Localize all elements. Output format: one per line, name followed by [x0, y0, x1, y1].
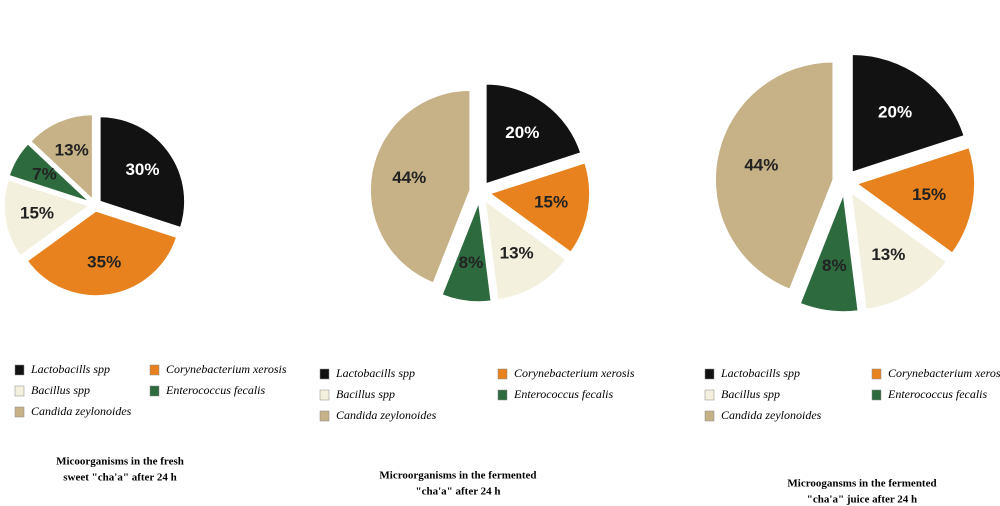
chart-caption: "cha'a" after 24 h	[415, 486, 500, 498]
pie-slice	[855, 146, 976, 255]
pie-slice	[485, 83, 582, 185]
chart-caption: Microorganisms in the fermented	[379, 470, 536, 482]
legend-swatch	[497, 389, 508, 401]
legend-label: Enterococcus fecalis	[165, 383, 266, 397]
pie-slice	[29, 113, 94, 202]
chart-caption: Micoorganisms in the fresh	[56, 456, 184, 468]
legend-swatch	[497, 368, 508, 380]
legend-label: Lactobacills spp	[720, 366, 800, 380]
legend-label: Bacillus spp	[31, 383, 90, 397]
pie-slice	[26, 210, 178, 297]
legend-label: Enterococcus fecalis	[887, 387, 988, 401]
pie-slice	[851, 53, 966, 174]
legend-label: Corynebacterium xerosis	[888, 366, 1000, 380]
slice-label: 15%	[912, 185, 946, 204]
legend-swatch	[871, 389, 882, 401]
legend-label: Corynebacterium xerosis	[166, 362, 287, 376]
legend-swatch	[149, 364, 160, 376]
legend-label: Corynebacterium xerosis	[514, 366, 635, 380]
legend-label: Enterococcus fecalis	[513, 387, 614, 401]
pie-slice	[440, 201, 493, 303]
pie-slice	[3, 178, 91, 257]
pie-slice	[488, 161, 591, 254]
slice-label: 13%	[55, 141, 89, 160]
legend-swatch	[149, 385, 160, 397]
pie-slice	[799, 193, 860, 313]
legend-swatch	[319, 389, 330, 401]
slice-label: 13%	[500, 243, 534, 262]
slice-label: 20%	[878, 103, 912, 122]
pie-slice	[714, 61, 834, 291]
slice-label: 35%	[87, 252, 121, 271]
legend-label: Lactobacills spp	[30, 362, 110, 376]
legend-label: Lactobacills spp	[335, 366, 415, 380]
slice-label: 8%	[822, 256, 847, 275]
pie-slice	[99, 115, 186, 229]
pie-slice	[8, 142, 91, 203]
legend-label: Candida zeylonoides	[336, 408, 437, 422]
legend-swatch	[14, 364, 25, 376]
pie-slice	[369, 89, 471, 285]
slice-label: 15%	[20, 204, 54, 223]
legend-swatch	[704, 368, 715, 380]
legend-swatch	[319, 410, 330, 422]
slice-label: 44%	[392, 168, 426, 187]
legend-swatch	[704, 410, 715, 422]
slice-label: 7%	[32, 165, 57, 184]
legend-label: Candida zeylonoides	[721, 408, 822, 422]
legend-swatch	[319, 368, 330, 380]
slice-label: 8%	[459, 253, 484, 272]
slice-label: 44%	[744, 156, 778, 175]
legend-label: Candida zeylonoides	[31, 404, 132, 418]
legend-swatch	[704, 389, 715, 401]
chart-caption: Microogansms in the fermented	[787, 478, 936, 490]
legend-label: Bacillus spp	[721, 387, 780, 401]
slice-label: 30%	[125, 160, 159, 179]
legend-label: Bacillus spp	[336, 387, 395, 401]
chart-caption: sweet "cha'a" after 24 h	[63, 472, 176, 484]
legend-swatch	[14, 406, 25, 418]
pie-slice	[484, 198, 568, 301]
slice-label: 13%	[871, 245, 905, 264]
legend-swatch	[14, 385, 25, 397]
slice-label: 20%	[505, 123, 539, 142]
chart-caption: "cha'a" juice after 24 h	[807, 494, 917, 506]
legend-swatch	[871, 368, 882, 380]
pie-slice	[850, 190, 948, 311]
slice-label: 15%	[534, 193, 568, 212]
